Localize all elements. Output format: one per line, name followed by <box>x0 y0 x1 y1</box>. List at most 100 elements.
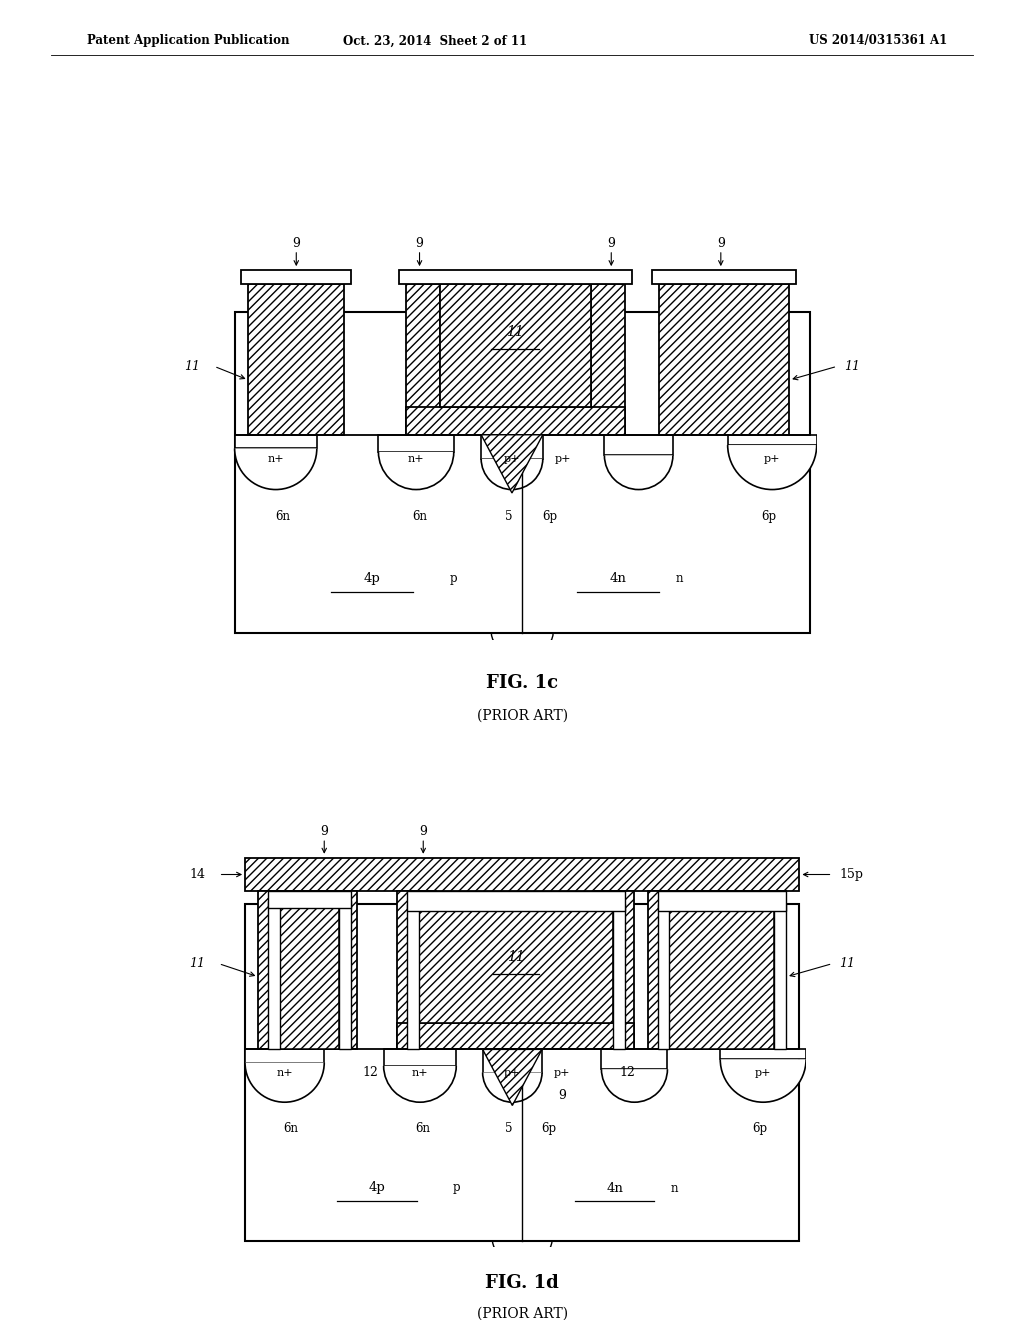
Text: (PRIOR ART): (PRIOR ART) <box>477 709 567 722</box>
FancyBboxPatch shape <box>379 434 454 451</box>
FancyBboxPatch shape <box>245 1049 325 1063</box>
Text: 5: 5 <box>505 511 512 524</box>
Text: FIG. 1d: FIG. 1d <box>485 1274 559 1292</box>
Polygon shape <box>604 455 673 490</box>
Polygon shape <box>379 451 454 490</box>
Text: n+: n+ <box>276 1068 293 1077</box>
Polygon shape <box>481 434 543 492</box>
Text: FIG. 1c: FIG. 1c <box>486 675 558 693</box>
FancyBboxPatch shape <box>482 1049 542 1072</box>
Polygon shape <box>728 445 817 490</box>
Bar <box>268 902 280 1049</box>
Text: 9: 9 <box>419 825 427 838</box>
Bar <box>407 891 625 911</box>
Text: 9: 9 <box>717 236 725 249</box>
Text: 4n: 4n <box>609 572 627 585</box>
Text: 6n: 6n <box>412 511 427 524</box>
Text: 11: 11 <box>189 957 206 970</box>
Text: n: n <box>671 1181 678 1195</box>
Bar <box>652 271 796 284</box>
Text: n: n <box>676 572 683 585</box>
Text: 6p: 6p <box>761 511 776 524</box>
Text: n+: n+ <box>267 454 284 463</box>
Bar <box>399 271 632 284</box>
Polygon shape <box>245 1063 325 1102</box>
Bar <box>647 891 786 1049</box>
Text: p+: p+ <box>755 1068 771 1077</box>
Text: Patent Application Publication: Patent Application Publication <box>87 34 290 48</box>
Text: n+: n+ <box>412 1068 428 1077</box>
Text: 6p: 6p <box>541 1122 556 1135</box>
Text: p+: p+ <box>504 454 520 463</box>
Bar <box>242 271 351 284</box>
Bar <box>280 908 339 1049</box>
Bar <box>397 891 436 1049</box>
Text: 4p: 4p <box>369 1181 385 1195</box>
Text: 6n: 6n <box>284 1122 299 1135</box>
Polygon shape <box>384 1067 457 1102</box>
FancyBboxPatch shape <box>728 434 817 445</box>
Text: 9: 9 <box>558 1089 566 1102</box>
Text: p: p <box>450 572 458 585</box>
FancyBboxPatch shape <box>234 434 316 449</box>
Text: 4n: 4n <box>606 1181 623 1195</box>
FancyBboxPatch shape <box>481 434 543 459</box>
Text: 6p: 6p <box>753 1122 767 1135</box>
Text: n+: n+ <box>408 454 424 463</box>
Polygon shape <box>601 1069 668 1102</box>
Text: 9: 9 <box>321 825 328 838</box>
Bar <box>339 902 350 1049</box>
Bar <box>258 891 357 1049</box>
Bar <box>670 911 774 1049</box>
FancyBboxPatch shape <box>604 434 673 455</box>
Bar <box>245 858 800 891</box>
Text: p+: p+ <box>504 1068 520 1077</box>
Bar <box>397 1023 635 1049</box>
Bar <box>234 312 810 634</box>
Text: 11: 11 <box>507 950 524 964</box>
Text: p+: p+ <box>764 454 780 463</box>
Bar <box>659 284 790 434</box>
Text: 15p: 15p <box>839 869 863 880</box>
Text: p: p <box>453 1181 460 1195</box>
Bar <box>406 408 625 434</box>
Bar <box>657 904 670 1049</box>
Text: 11: 11 <box>839 957 855 970</box>
Bar <box>419 911 612 1023</box>
Text: 9: 9 <box>607 236 615 249</box>
Text: 9: 9 <box>292 236 300 249</box>
Text: p+: p+ <box>555 454 571 463</box>
Text: 4p: 4p <box>364 572 380 585</box>
Bar <box>245 904 800 1241</box>
Text: 12: 12 <box>620 1067 636 1078</box>
Bar <box>591 284 625 434</box>
Text: Oct. 23, 2014  Sheet 2 of 11: Oct. 23, 2014 Sheet 2 of 11 <box>343 34 527 48</box>
FancyBboxPatch shape <box>720 1049 806 1059</box>
Text: (PRIOR ART): (PRIOR ART) <box>477 1307 567 1320</box>
Text: 6n: 6n <box>275 511 290 524</box>
Text: p+: p+ <box>554 1068 570 1077</box>
Text: 12: 12 <box>362 1067 379 1078</box>
Text: 9: 9 <box>416 236 424 249</box>
Text: 6p: 6p <box>542 511 557 524</box>
Text: 14: 14 <box>189 869 206 880</box>
Text: 11: 11 <box>507 325 524 339</box>
Bar <box>407 904 419 1049</box>
Bar <box>268 891 350 908</box>
Bar <box>612 904 625 1049</box>
Text: 5: 5 <box>505 1122 513 1135</box>
Text: 11: 11 <box>844 360 860 372</box>
Bar <box>774 904 786 1049</box>
Polygon shape <box>234 449 316 490</box>
FancyBboxPatch shape <box>384 1049 457 1067</box>
Polygon shape <box>720 1059 806 1102</box>
Bar <box>406 284 440 434</box>
Text: US 2014/0315361 A1: US 2014/0315361 A1 <box>809 34 947 48</box>
Text: 11: 11 <box>184 360 201 372</box>
Bar <box>595 891 635 1049</box>
Bar <box>440 284 591 408</box>
Polygon shape <box>481 459 543 490</box>
Bar <box>657 891 786 911</box>
Text: 6n: 6n <box>416 1122 431 1135</box>
Bar <box>249 284 344 434</box>
